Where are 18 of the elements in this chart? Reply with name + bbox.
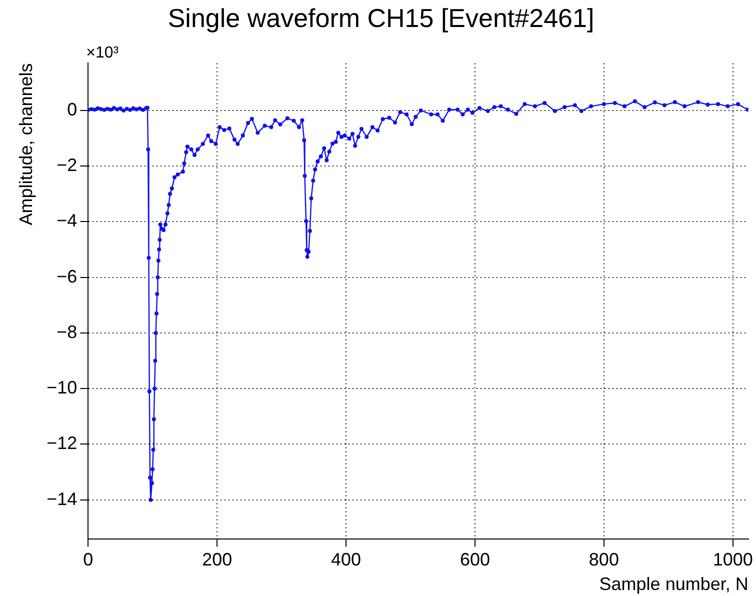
- x-tick-label: 200: [202, 550, 232, 570]
- y-tick-label: −12: [46, 433, 78, 454]
- x-tick-label: 800: [588, 550, 619, 570]
- y-tick-label: −6: [56, 266, 78, 286]
- x-tick-label: 1000: [712, 550, 753, 570]
- x-axis-title: Sample number, N: [599, 574, 748, 594]
- chart-title: Single waveform CH15 [Event#2461]: [168, 2, 594, 33]
- y-axis-title: Amplitude, channels: [16, 63, 36, 226]
- x-tick-label: 0: [83, 550, 94, 570]
- y-tick-label: 0: [67, 99, 78, 120]
- text: ×10³: [86, 44, 120, 62]
- x-tick-label: 600: [460, 550, 490, 570]
- y-tick-label: −14: [46, 488, 78, 509]
- y-tick-label: −2: [56, 155, 78, 176]
- y-tick-label: −8: [56, 322, 78, 342]
- x-tick-label: 400: [331, 550, 362, 570]
- y-tick-label: −10: [46, 378, 78, 398]
- y-tick-label: −4: [56, 210, 78, 231]
